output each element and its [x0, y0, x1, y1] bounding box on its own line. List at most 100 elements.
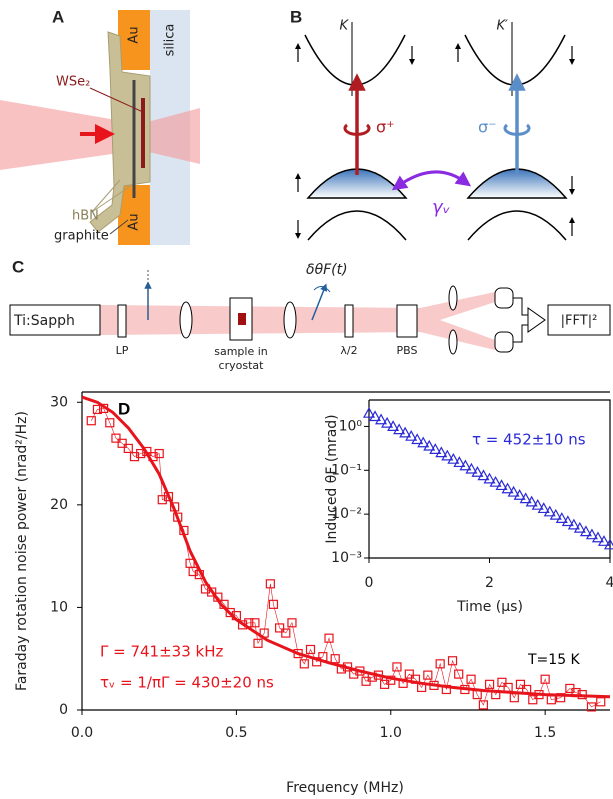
- data-point: [362, 406, 376, 418]
- data-point: [454, 669, 464, 679]
- data-point: [495, 479, 508, 491]
- data-point: [555, 512, 568, 523]
- valley-label: K: [339, 19, 349, 34]
- data-point: [597, 535, 610, 546]
- au-label: Au: [127, 26, 142, 43]
- data-point: [423, 670, 433, 680]
- half-wave-plate: [344, 304, 354, 338]
- circular-arrow: [503, 123, 531, 136]
- data-point: [435, 659, 445, 669]
- x-tick-label: 0: [365, 575, 374, 591]
- data-point: [157, 495, 167, 505]
- y-axis-label: Faraday rotation noise power (nrad²/Hz): [14, 411, 30, 691]
- data-point: [253, 638, 263, 648]
- data-point: [129, 452, 140, 462]
- detector: [494, 331, 514, 353]
- leader-line: [91, 179, 121, 213]
- data-point: [465, 462, 478, 474]
- y-tick-label: 20: [50, 497, 68, 513]
- amplifier: [527, 307, 546, 333]
- data-point: [117, 438, 127, 448]
- data-point: [324, 633, 334, 643]
- y-axis-label: Induced θF (mrad): [324, 414, 340, 543]
- data-point: [429, 443, 442, 454]
- data-point: [123, 443, 133, 454]
- data-point: [540, 674, 550, 684]
- data-point: [591, 531, 604, 543]
- data-point: [501, 482, 514, 494]
- hbn-label: hBN: [72, 209, 99, 224]
- lp-label: LP: [116, 344, 129, 357]
- annotation: τᵥ = 1/πΓ = 430±20 ns: [100, 674, 274, 692]
- x-tick-label: 4: [606, 575, 613, 591]
- lens: [448, 329, 458, 355]
- data-point: [497, 677, 507, 687]
- data-point: [478, 700, 489, 710]
- data-point: [105, 418, 115, 428]
- polarizer: [117, 304, 127, 338]
- data-point: [483, 472, 496, 484]
- data-point: [573, 521, 586, 533]
- data-point: [265, 579, 275, 589]
- data-point: [561, 515, 574, 527]
- data-point: [528, 695, 538, 705]
- x-tick-label: 0.0: [71, 725, 93, 741]
- x-axis-label: Time (µs): [456, 599, 523, 615]
- panel-b: [295, 22, 575, 241]
- data-point: [250, 618, 260, 628]
- beam-path: [100, 292, 495, 350]
- au-label: Au: [127, 213, 142, 230]
- sample-label: sample in: [214, 345, 268, 358]
- data-point: [447, 452, 460, 464]
- graphite-label: graphite: [54, 229, 109, 244]
- data-point: [586, 702, 597, 712]
- laser-box: [9, 304, 101, 336]
- data-point: [369, 410, 382, 422]
- spin-arrows: [295, 43, 575, 239]
- wiring: [513, 297, 528, 343]
- data-point: [567, 518, 580, 530]
- data-point: [585, 528, 598, 540]
- sigma-minus-label: σ⁻: [478, 118, 497, 137]
- data-point: [399, 426, 412, 438]
- detector: [494, 287, 514, 309]
- data-point: [515, 679, 526, 689]
- panel-label: C: [12, 257, 24, 276]
- data-point: [86, 416, 96, 426]
- y-tick-label: 10⁻²: [331, 506, 362, 522]
- inset-background: [369, 400, 610, 558]
- valence-band: [307, 210, 407, 241]
- rotated-polarization: [311, 283, 328, 321]
- data-point: [225, 607, 235, 618]
- y-tick-label: 10⁻³: [331, 550, 362, 566]
- panel-label: A: [52, 7, 64, 26]
- x-axis-label: Frequency (MHz): [286, 780, 404, 796]
- rotation-label: δθF(t): [306, 262, 348, 278]
- data-point: [453, 456, 466, 468]
- valley-label: K′: [497, 19, 509, 34]
- data-point: [507, 485, 520, 497]
- x-tick-label: 1.5: [534, 725, 556, 741]
- leader-line: [91, 184, 133, 213]
- valence-band: [306, 168, 408, 199]
- leader-line: [89, 87, 144, 113]
- leader-line: [109, 219, 129, 235]
- data-point: [537, 502, 550, 514]
- lens: [179, 301, 193, 339]
- data-point: [387, 420, 400, 432]
- data-point: [531, 498, 544, 510]
- data-point: [287, 618, 297, 628]
- beam-splitter: [396, 304, 418, 338]
- y-tick-label: 0: [59, 702, 68, 718]
- data-point: [423, 439, 436, 451]
- data-point: [305, 644, 316, 655]
- annotation: D: [118, 399, 130, 418]
- data-point: [281, 628, 291, 638]
- data-point: [136, 448, 146, 459]
- panel-label: B: [290, 7, 302, 26]
- data-point: [441, 449, 454, 461]
- scattering-arrow: [391, 170, 472, 191]
- au-contact: [118, 10, 150, 70]
- data-point: [404, 669, 414, 679]
